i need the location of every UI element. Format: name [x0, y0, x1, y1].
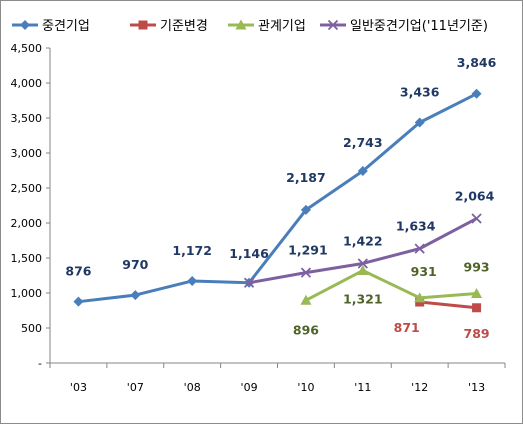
legend-item: 기준변경 — [130, 19, 208, 34]
data-point — [414, 292, 426, 303]
data-label: 1,321 — [343, 292, 383, 307]
legend-marker — [20, 20, 30, 30]
data-labels: 876 970 1,172 1,146 2,187 2,743 3,436 3,846 871 7… — [65, 55, 496, 341]
series-line — [78, 92, 478, 304]
data-label: 2,743 — [343, 135, 383, 150]
data-point — [357, 265, 369, 276]
data-label: 2,187 — [286, 170, 326, 185]
y-tick-label: 4,000 — [11, 77, 43, 90]
data-label: 2,064 — [455, 189, 495, 204]
legend: 중견기업 기준변경 관계기업 일반중견기업('11년기준) — [12, 19, 488, 34]
x-tick-label: '09 — [241, 381, 258, 394]
y-tick-label: 2,500 — [11, 182, 43, 195]
axes: - 500 1,000 1,500 2,000 2,500 3,000 3,500 4,000 4… — [11, 42, 506, 394]
legend-marker — [138, 20, 148, 30]
series-line — [305, 269, 477, 302]
data-point — [300, 294, 312, 305]
series-line — [419, 300, 477, 310]
data-point — [243, 277, 255, 288]
x-tick-label: '03 — [70, 381, 87, 394]
data-point — [357, 165, 368, 176]
legend-label: 일반중견기업('11년기준) — [350, 19, 488, 34]
y-tick-label: 3,500 — [11, 112, 43, 125]
data-point — [300, 267, 312, 278]
y-tick-label: 4,500 — [11, 42, 43, 55]
series-3 — [300, 265, 483, 305]
data-point — [73, 296, 84, 307]
data-point — [130, 290, 141, 301]
data-label: 876 — [65, 264, 91, 279]
data-point — [414, 243, 425, 254]
data-label: 1,172 — [172, 243, 212, 258]
series-2 — [415, 297, 482, 313]
data-point — [471, 88, 482, 99]
data-label: 1,146 — [229, 246, 269, 261]
data-point — [187, 275, 198, 286]
series-layer — [73, 88, 483, 313]
x-tick-label: '13 — [468, 381, 485, 394]
legend-label: 기준변경 — [160, 19, 208, 34]
data-point — [300, 204, 311, 215]
y-tick-label: 500 — [21, 322, 42, 335]
data-label: 3,846 — [457, 55, 497, 70]
data-label: 871 — [394, 320, 420, 335]
data-point — [471, 213, 482, 224]
x-tick-label: '12 — [411, 381, 428, 394]
x-tick-label: '07 — [127, 381, 144, 394]
y-tick-label: 1,000 — [11, 287, 43, 300]
x-tick-label: '10 — [297, 381, 314, 394]
data-label: 1,422 — [343, 233, 383, 248]
legend-item: 관계기업 — [228, 19, 306, 34]
data-label: 3,436 — [400, 84, 440, 99]
legend-label: 중견기업 — [42, 19, 90, 34]
data-point — [414, 117, 425, 128]
data-point — [357, 258, 368, 269]
data-label: 970 — [122, 257, 148, 272]
data-label: 789 — [464, 326, 490, 341]
data-point — [471, 287, 483, 298]
y-tick-label: 3,000 — [11, 147, 43, 160]
x-tick-label: '08 — [184, 381, 201, 394]
legend-item: 일반중견기업('11년기준) — [320, 19, 488, 34]
data-label: 1,634 — [396, 219, 436, 234]
data-label: 896 — [293, 322, 319, 337]
data-label: 931 — [411, 264, 437, 279]
data-label: 1,291 — [288, 243, 328, 258]
y-tick-label: 2,000 — [11, 217, 43, 230]
legend-item: 중견기업 — [12, 19, 90, 34]
legend-marker — [327, 19, 339, 31]
y-tick-label: 1,500 — [11, 252, 43, 265]
legend-label: 관계기업 — [258, 19, 306, 34]
legend-marker — [235, 19, 247, 30]
y-tick-label: - — [38, 357, 42, 370]
data-point — [472, 303, 482, 313]
x-tick-label: '11 — [354, 381, 371, 394]
series-4 — [243, 213, 482, 288]
data-label: 993 — [464, 259, 490, 274]
